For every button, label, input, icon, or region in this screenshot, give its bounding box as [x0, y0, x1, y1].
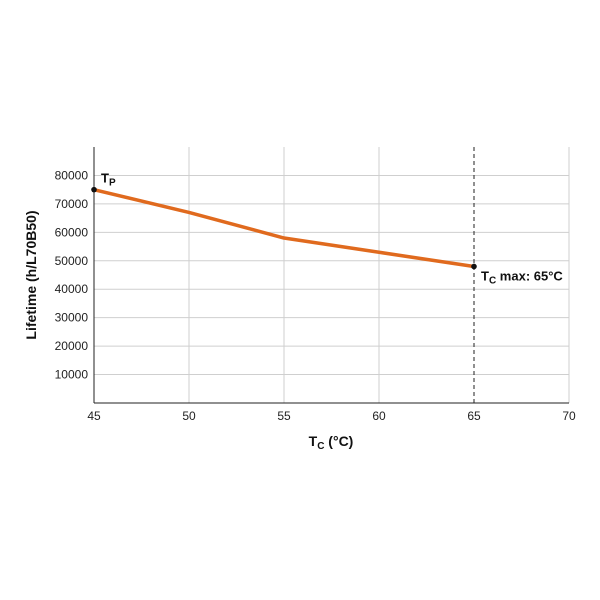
x-tick-label: 60 — [372, 409, 386, 423]
annotation-label: TC max: 65°C — [481, 268, 563, 286]
annotations: TP TC max: 65°C — [91, 171, 563, 286]
y-tick-label: 60000 — [55, 225, 89, 239]
y-tick-label: 40000 — [55, 282, 89, 296]
lifetime-series-line — [92, 187, 476, 269]
y-tick-label: 80000 — [55, 168, 89, 182]
x-tick-label: 45 — [87, 409, 101, 423]
x-axis-title: TC (°C) — [309, 433, 354, 452]
annotation-label: TP — [101, 171, 116, 189]
y-tick-label: 30000 — [55, 311, 89, 325]
y-tick-label: 70000 — [55, 197, 89, 211]
y-tick-label: 20000 — [55, 339, 89, 353]
x-tick-label: 50 — [182, 409, 196, 423]
x-tick-label: 65 — [467, 409, 481, 423]
y-tick-label: 50000 — [55, 254, 89, 268]
x-tick-label: 70 — [562, 409, 576, 423]
tick-labels: 45 50 55 60 65 70 10000 20000 30000 40000 50000 600… — [55, 168, 576, 423]
grid — [94, 147, 570, 403]
series — [92, 187, 476, 269]
x-axis-title-sub: C — [317, 441, 324, 452]
annotation-point — [91, 186, 97, 193]
y-axis-title: Lifetime (h/L70B50) — [23, 210, 39, 339]
annotation-point — [471, 263, 477, 270]
x-tick-label: 55 — [277, 409, 291, 423]
x-axis-title-unit: (°C) — [324, 433, 353, 449]
y-tick-label: 10000 — [55, 368, 89, 382]
x-axis-title-main: T — [309, 433, 318, 449]
